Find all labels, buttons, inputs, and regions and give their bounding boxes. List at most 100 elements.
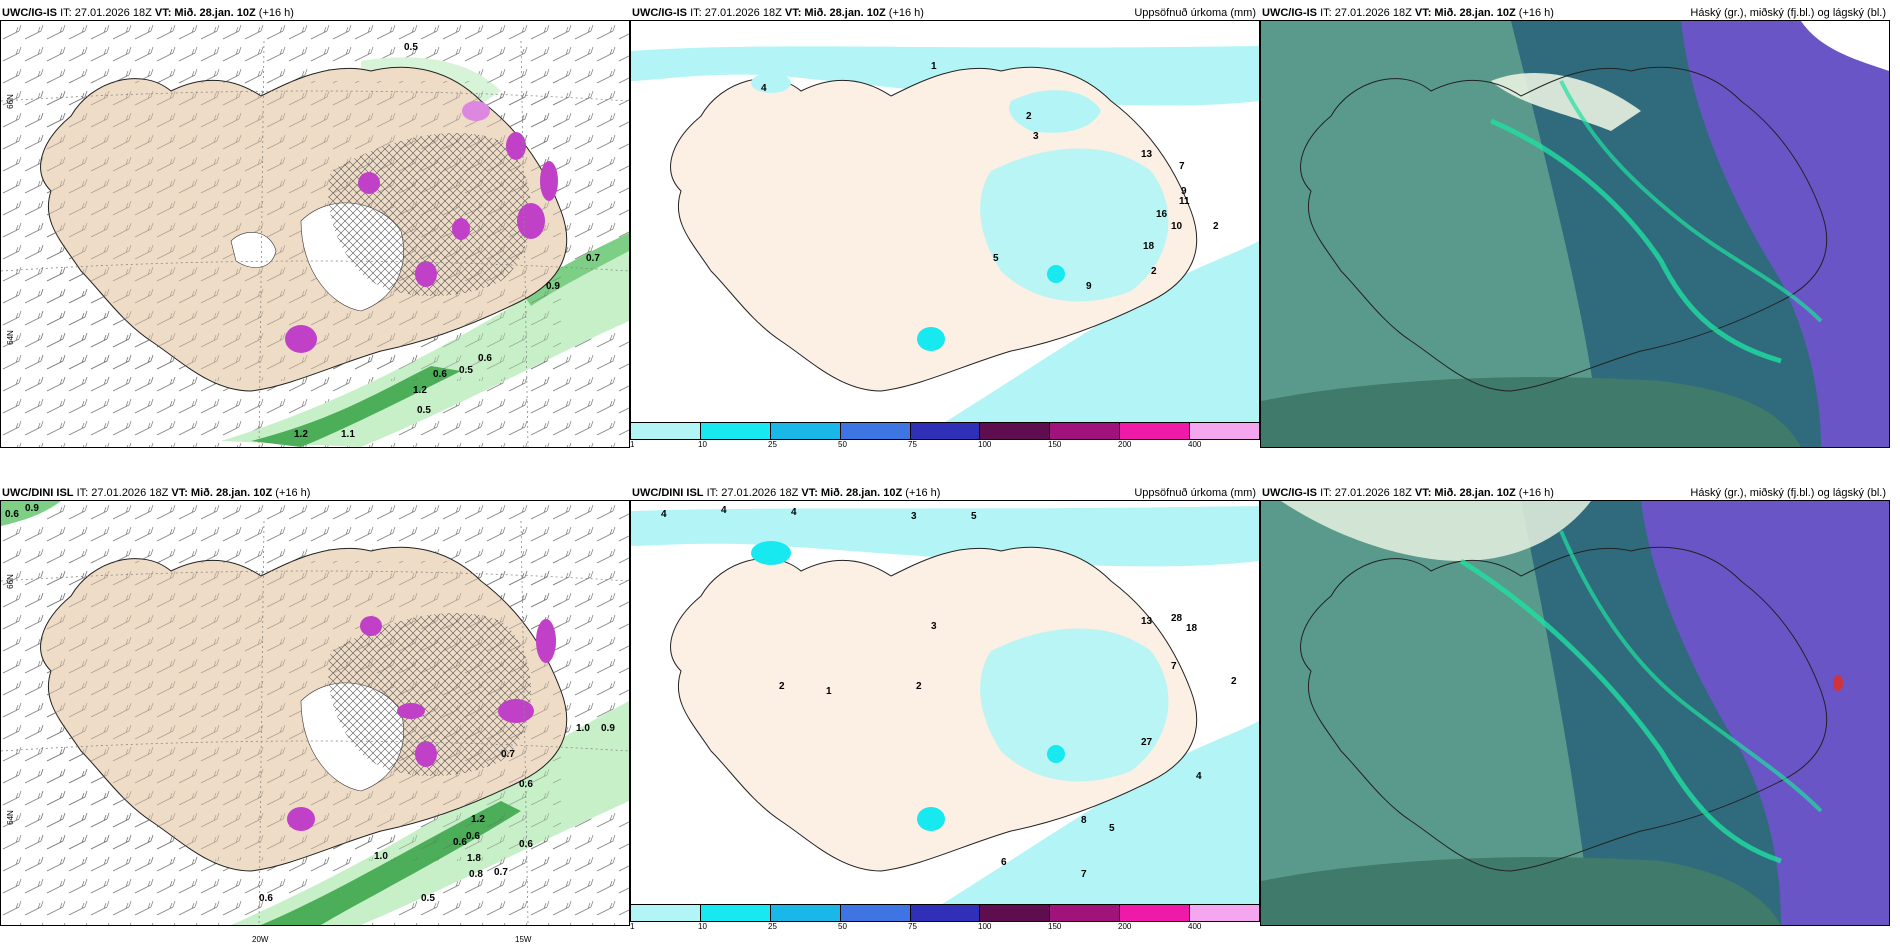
map-area[interactable] (1260, 20, 1890, 448)
value-label: 3 (911, 511, 917, 522)
heavy-precip-cell (540, 161, 558, 201)
value-label: 0.5 (404, 42, 418, 53)
legend-swatch (770, 905, 841, 921)
heavy-precip-cell (358, 172, 380, 194)
lat-label: 66N (5, 574, 15, 589)
value-label: 6 (1001, 857, 1007, 868)
value-label: 5 (971, 511, 977, 522)
value-label: 27 (1141, 737, 1153, 748)
value-label: 10 (1171, 221, 1183, 232)
precip-legend: 1 10 25 50 75 100 150 200 400 (630, 422, 1260, 449)
legend-swatch (980, 905, 1051, 921)
value-label: 5 (1109, 823, 1115, 834)
hatched-area (328, 612, 531, 776)
precip-max (1047, 745, 1065, 763)
value-label: 2 (1213, 221, 1219, 232)
heavy-precip-cell (517, 203, 545, 239)
panel-wind-precip-dini: UWC/DINI ISL IT: 27.01.2026 18Z VT: Mið.… (0, 480, 630, 950)
legend-swatch (1050, 905, 1121, 921)
value-label: 0.9 (25, 503, 39, 514)
heavy-precip-cell (452, 218, 470, 240)
lon-label: 15W (515, 935, 532, 944)
legend-swatch (840, 905, 911, 921)
precip-area (980, 628, 1169, 782)
legend-swatch (910, 905, 981, 921)
value-label: 1.2 (413, 385, 427, 396)
precip-max (917, 807, 945, 831)
heavy-precip-cell (287, 807, 315, 831)
value-label: 0.5 (421, 893, 435, 904)
panel-wind-precip-igis: UWC/IG-IS IT: 27.01.2026 18Z VT: Mið. 28… (0, 0, 630, 448)
legend-tick: 400 (1188, 922, 1202, 931)
value-label: 2 (1231, 676, 1237, 687)
precip-cell (462, 101, 490, 121)
value-label: 4 (1196, 771, 1202, 782)
legend-swatch (631, 423, 701, 439)
legend-swatch (1190, 905, 1260, 921)
value-label: 1 (826, 686, 832, 697)
low-cloud-area (1261, 377, 1801, 447)
value-label: 3 (931, 621, 937, 632)
precip-legend: 1 10 25 50 75 100 150 200 400 (630, 904, 1260, 931)
heavy-precip-cell (506, 132, 526, 160)
legend-tick: 75 (908, 922, 917, 931)
mid-cloud-area (1521, 501, 1781, 925)
value-label: 0.6 (259, 893, 273, 904)
value-label: 11 (1179, 196, 1190, 207)
value-label: 0.9 (601, 723, 615, 734)
value-label: 9 (1181, 186, 1187, 197)
legend-tick: 50 (838, 922, 847, 931)
heavy-precip-cell (536, 619, 556, 663)
panel-header: UWC/DINI ISL IT: 27.01.2026 18Z VT: Mið.… (2, 487, 311, 499)
value-label: 0.6 (519, 779, 533, 790)
map-area[interactable] (1260, 500, 1890, 926)
cloud-edge (1281, 501, 1591, 561)
low-cloud-area (1261, 857, 1781, 925)
value-label: 0.8 (469, 869, 483, 880)
panel-header: UWC/DINI ISL IT: 27.01.2026 18Z VT: Mið.… (632, 487, 1256, 499)
value-label: 1.2 (471, 814, 485, 825)
legend-tick: 1 (630, 440, 635, 449)
value-label: 7 (1179, 161, 1185, 172)
panel-clouds-dini: UWC/IG-IS IT: 27.01.2026 18Z VT: Mið. 28… (1260, 480, 1900, 950)
value-label: 9 (1086, 281, 1092, 292)
legend-colorbar (630, 904, 1260, 922)
lat-label: 64N (5, 810, 15, 825)
map-area[interactable]: 4 4 4 3 5 3 2 13 28 18 27 7 8 7 6 5 2 1 … (630, 500, 1260, 908)
precip-max (1047, 265, 1065, 283)
legend-tick: 400 (1188, 440, 1202, 449)
panel-header: UWC/IG-IS IT: 27.01.2026 18Z VT: Mið. 28… (2, 7, 294, 19)
precip-area (937, 241, 1259, 427)
value-label: 1.0 (374, 851, 388, 862)
lon-label: 20W (252, 935, 269, 944)
iceland-landmass (670, 546, 1198, 872)
lat-label: 64N (5, 330, 15, 345)
heavy-precip-cell (397, 703, 425, 719)
clear-area (1801, 21, 1889, 71)
value-label: 0.6 (433, 369, 447, 380)
precip-band-heavy (251, 366, 461, 447)
lat-label: 66N (5, 94, 15, 109)
value-label: 1.8 (467, 853, 481, 864)
iceland-outline (1300, 66, 1828, 392)
heavy-precip-cell (360, 616, 382, 636)
legend-swatch (631, 905, 701, 921)
panel-accum-precip-igis: UWC/IG-IS IT: 27.01.2026 18Z VT: Mið. 28… (630, 0, 1260, 449)
legend-swatch (1190, 423, 1260, 439)
value-label: 0.7 (501, 749, 515, 760)
legend-swatch (1050, 423, 1121, 439)
map-area[interactable]: 0.6 0.9 0.9 1.0 0.7 0.6 1.2 0.6 1.0 1.8 … (0, 500, 630, 926)
panel-header: UWC/IG-IS IT: 27.01.2026 18Z VT: Mið. 28… (1262, 487, 1886, 499)
value-label: 2 (1026, 111, 1032, 122)
map-area[interactable]: 0.5 0.7 0.9 0.6 0.5 0.6 0.5 1.2 1.2 1.1 … (0, 20, 630, 448)
legend-tick: 10 (698, 440, 707, 449)
iceland-outline (1300, 546, 1828, 872)
value-label: 1.1 (341, 429, 355, 440)
precip-area (631, 506, 1259, 567)
heavy-precip-cell (415, 741, 437, 767)
legend-tick: 25 (768, 922, 777, 931)
value-label: 13 (1141, 149, 1153, 160)
legend-tick: 25 (768, 440, 777, 449)
panel-header: UWC/IG-IS IT: 27.01.2026 18Z VT: Mið. 28… (1262, 7, 1886, 19)
map-area[interactable]: 1 2 3 4 5 2 13 9 16 18 7 9 11 10 2 (630, 20, 1260, 428)
